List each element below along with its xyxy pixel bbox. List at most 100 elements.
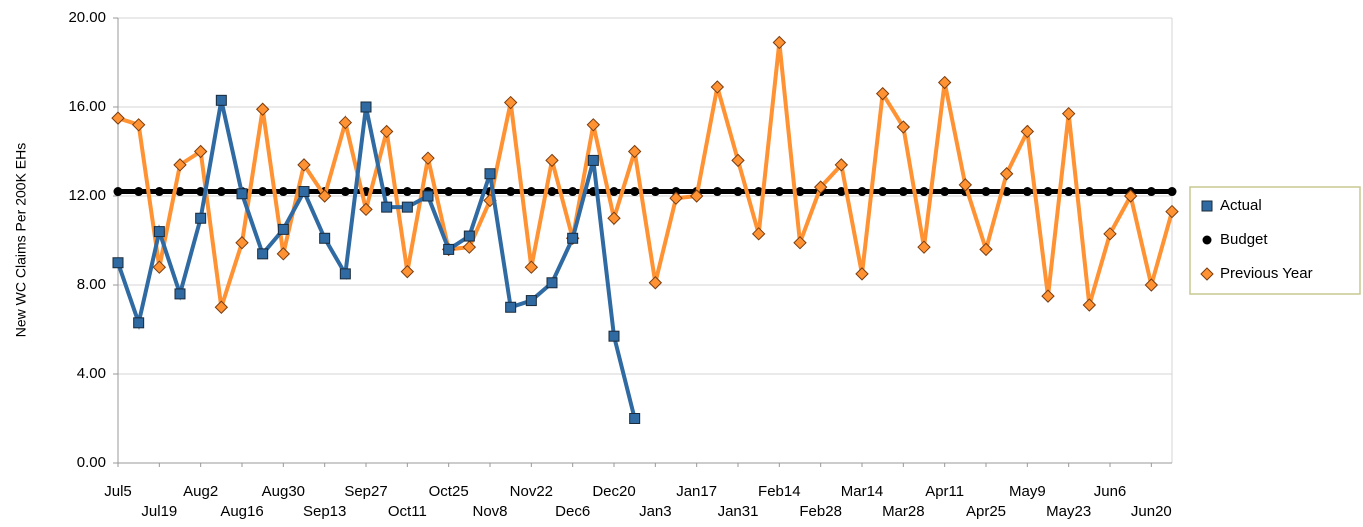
marker-circle <box>464 187 474 197</box>
marker-circle <box>940 187 950 197</box>
marker-circle <box>340 187 350 197</box>
marker-diamond <box>1165 204 1179 219</box>
marker-diamond <box>958 178 973 192</box>
marker-diamond <box>1061 106 1076 121</box>
marker-square <box>546 277 558 289</box>
x-tick-label: Aug30 <box>262 483 305 500</box>
marker-circle <box>547 187 557 197</box>
marker-diamond <box>999 167 1014 181</box>
marker-diamond <box>503 95 518 110</box>
marker-circle <box>134 187 144 197</box>
x-tick-label: Sep27 <box>344 483 387 500</box>
marker-diamond <box>214 300 229 314</box>
marker-diamond <box>896 120 911 134</box>
marker-diamond <box>917 240 931 254</box>
marker-diamond <box>1082 298 1097 312</box>
marker-diamond <box>173 158 187 172</box>
marker-diamond <box>1041 289 1055 303</box>
marker-diamond <box>813 180 828 194</box>
marker-diamond <box>462 240 477 254</box>
marker-circle <box>113 187 123 197</box>
marker-circle <box>506 187 516 197</box>
marker-circle <box>981 187 991 197</box>
x-tick-label: Jan31 <box>718 503 759 520</box>
marker-square <box>463 230 475 242</box>
marker-circle <box>754 187 764 197</box>
marker-circle <box>196 187 206 197</box>
marker-square <box>401 201 413 213</box>
marker-diamond <box>1200 267 1214 281</box>
marker-diamond <box>834 158 849 172</box>
marker-square <box>608 330 620 342</box>
y-axis-title: New WC Claims Per 200K EHs <box>13 143 29 338</box>
y-tick-label: 0.00 <box>77 454 106 471</box>
marker-diamond <box>669 191 683 205</box>
x-tick-label: Jan17 <box>676 483 717 500</box>
y-tick-label: 4.00 <box>77 365 106 382</box>
marker-diamond <box>276 247 291 261</box>
x-tick-label: Apr25 <box>966 503 1006 520</box>
marker-square <box>277 223 289 235</box>
marker-diamond <box>751 227 766 241</box>
marker-square <box>422 190 434 202</box>
x-tick-label: Mar14 <box>841 483 884 500</box>
marker-circle <box>1022 187 1032 197</box>
marker-circle <box>712 187 722 197</box>
marker-square <box>339 268 351 280</box>
marker-square <box>215 94 227 106</box>
y-tick-label: 16.00 <box>68 98 106 115</box>
marker-diamond <box>937 75 952 90</box>
marker-square <box>1201 200 1213 212</box>
marker-diamond <box>1020 124 1035 139</box>
marker-diamond <box>111 111 125 125</box>
x-tick-label: Dec6 <box>555 503 590 520</box>
marker-circle <box>1167 187 1177 197</box>
marker-circle <box>175 187 185 197</box>
marker-circle <box>774 187 784 197</box>
marker-diamond <box>152 260 167 274</box>
marker-circle <box>216 187 226 197</box>
marker-diamond <box>627 144 642 159</box>
marker-square <box>112 257 124 269</box>
marker-diamond <box>710 80 725 94</box>
marker-diamond <box>1123 189 1138 203</box>
x-tick-label: Apr11 <box>925 483 964 500</box>
marker-circle <box>1043 187 1053 197</box>
marker-diamond <box>979 242 993 257</box>
marker-diamond <box>131 118 146 132</box>
marker-diamond <box>586 118 601 132</box>
marker-square <box>525 295 537 307</box>
marker-circle <box>278 187 288 197</box>
marker-diamond <box>1103 227 1117 241</box>
marker-diamond <box>317 189 332 203</box>
marker-diamond <box>689 189 704 203</box>
x-tick-label: Sep13 <box>303 503 346 520</box>
legend-label: Actual <box>1220 197 1262 214</box>
marker-square <box>298 186 310 198</box>
marker-diamond <box>421 151 435 165</box>
series-line <box>117 42 1174 308</box>
x-tick-label: Dec20 <box>592 483 635 500</box>
marker-diamond <box>875 86 890 101</box>
marker-diamond <box>255 102 270 116</box>
series-line <box>116 99 637 419</box>
legend-label: Previous Year <box>1220 265 1313 282</box>
marker-circle <box>836 187 846 197</box>
marker-circle <box>154 187 164 197</box>
marker-circle <box>1202 235 1212 245</box>
x-tick-label: Aug2 <box>183 483 218 500</box>
marker-diamond <box>379 124 394 139</box>
marker-diamond <box>338 115 353 130</box>
marker-square <box>381 201 393 213</box>
marker-square <box>257 248 269 260</box>
marker-circle <box>1084 187 1094 197</box>
marker-square <box>629 413 641 424</box>
marker-circle <box>444 187 454 197</box>
marker-diamond <box>772 35 787 50</box>
marker-circle <box>1146 187 1156 197</box>
x-tick-label: Aug16 <box>220 503 263 520</box>
marker-diamond <box>235 236 249 250</box>
y-tick-label: 12.00 <box>68 187 106 204</box>
y-tick-label: 20.00 <box>68 9 106 26</box>
marker-circle <box>733 187 743 197</box>
